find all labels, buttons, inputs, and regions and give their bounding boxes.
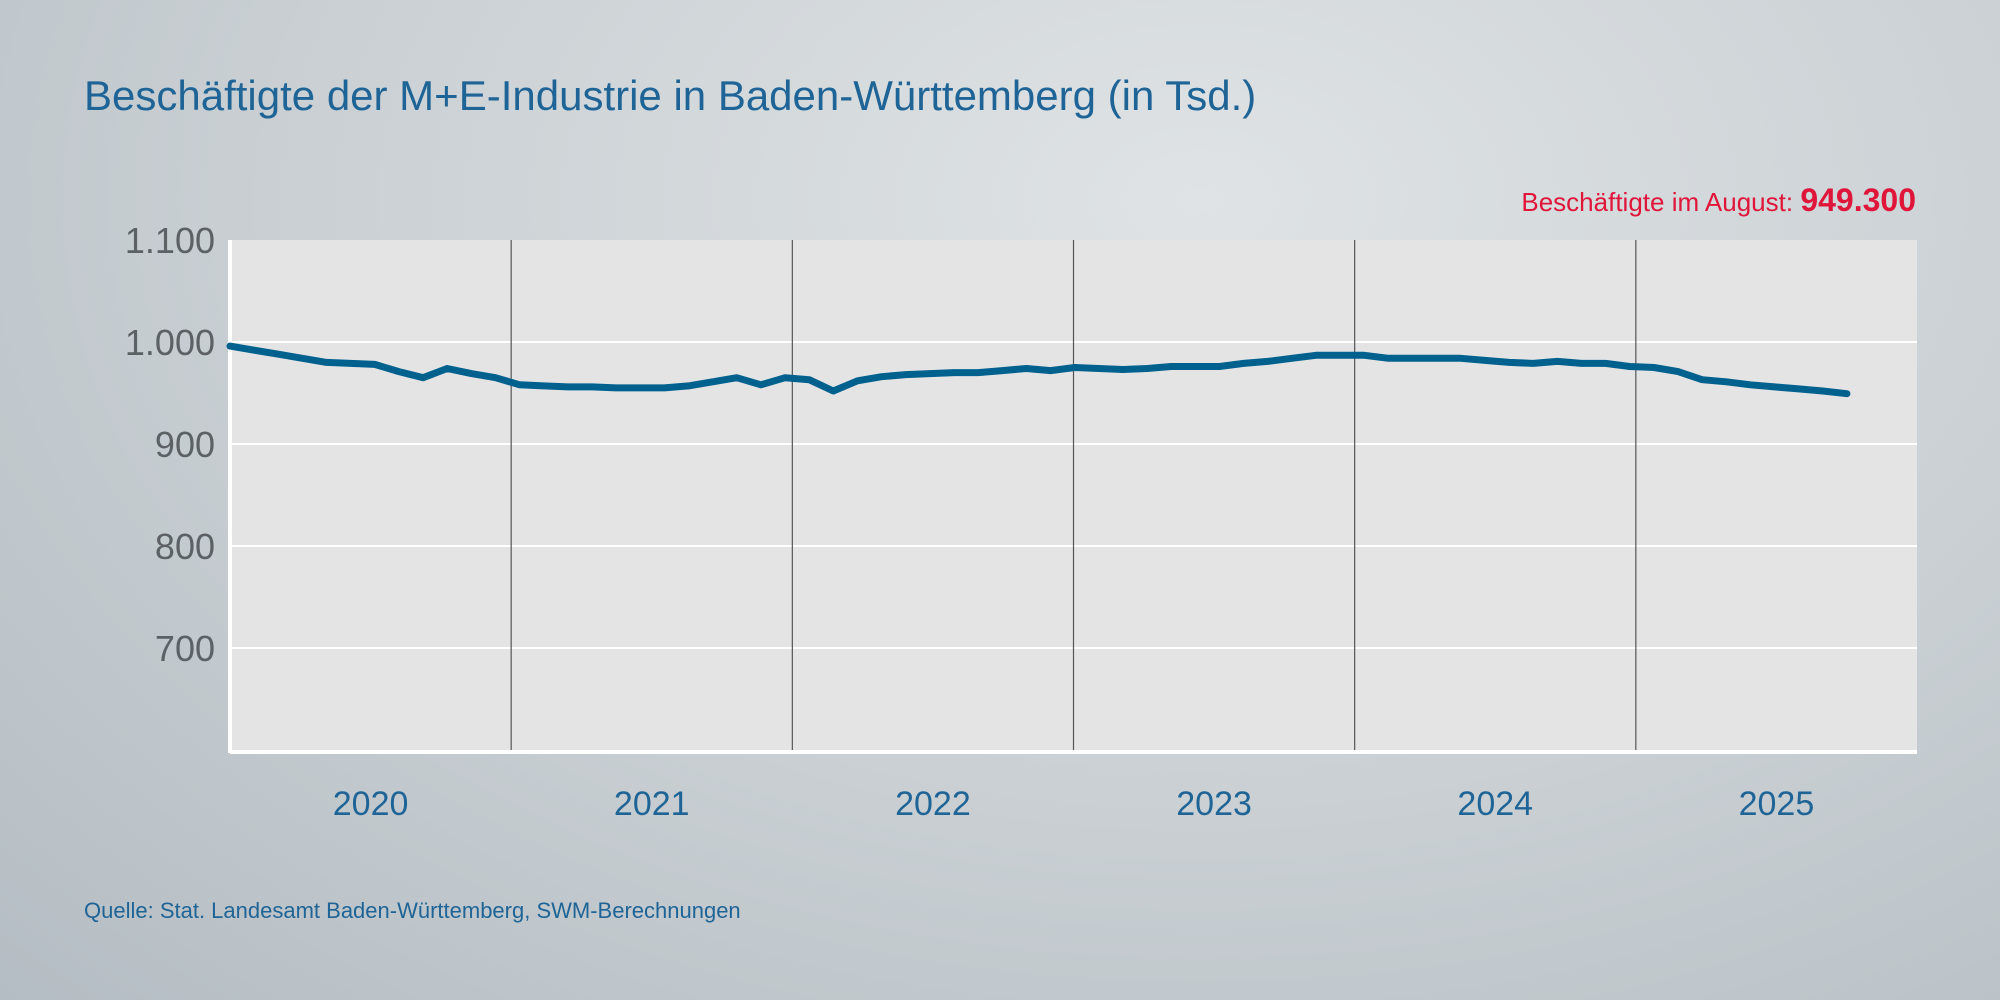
y-tick-label: 700 — [155, 628, 215, 669]
x-tick-label: 2021 — [614, 785, 690, 823]
chart-title: Beschäftigte der M+E-Industrie in Baden-… — [84, 72, 1257, 119]
y-tick-label: 1.100 — [125, 220, 215, 261]
x-tick-label: 2025 — [1739, 785, 1815, 823]
annotation-value: 949.300 — [1800, 182, 1916, 218]
source-note: Quelle: Stat. Landesamt Baden-Württember… — [84, 898, 741, 923]
y-tick-label: 800 — [155, 526, 215, 567]
x-tick-label: 2023 — [1176, 785, 1252, 823]
series-line — [226, 342, 1851, 398]
x-tick-label: 2024 — [1457, 785, 1533, 823]
latest-value-annotation: Beschäftigte im August: 949.300 — [1521, 182, 1916, 219]
y-tick-label: 1.000 — [125, 322, 215, 363]
x-tick-label: 2020 — [333, 785, 409, 823]
x-tick-label: 2022 — [895, 785, 971, 823]
y-tick-label: 900 — [155, 424, 215, 465]
annotation-label: Beschäftigte im August: — [1521, 187, 1794, 217]
